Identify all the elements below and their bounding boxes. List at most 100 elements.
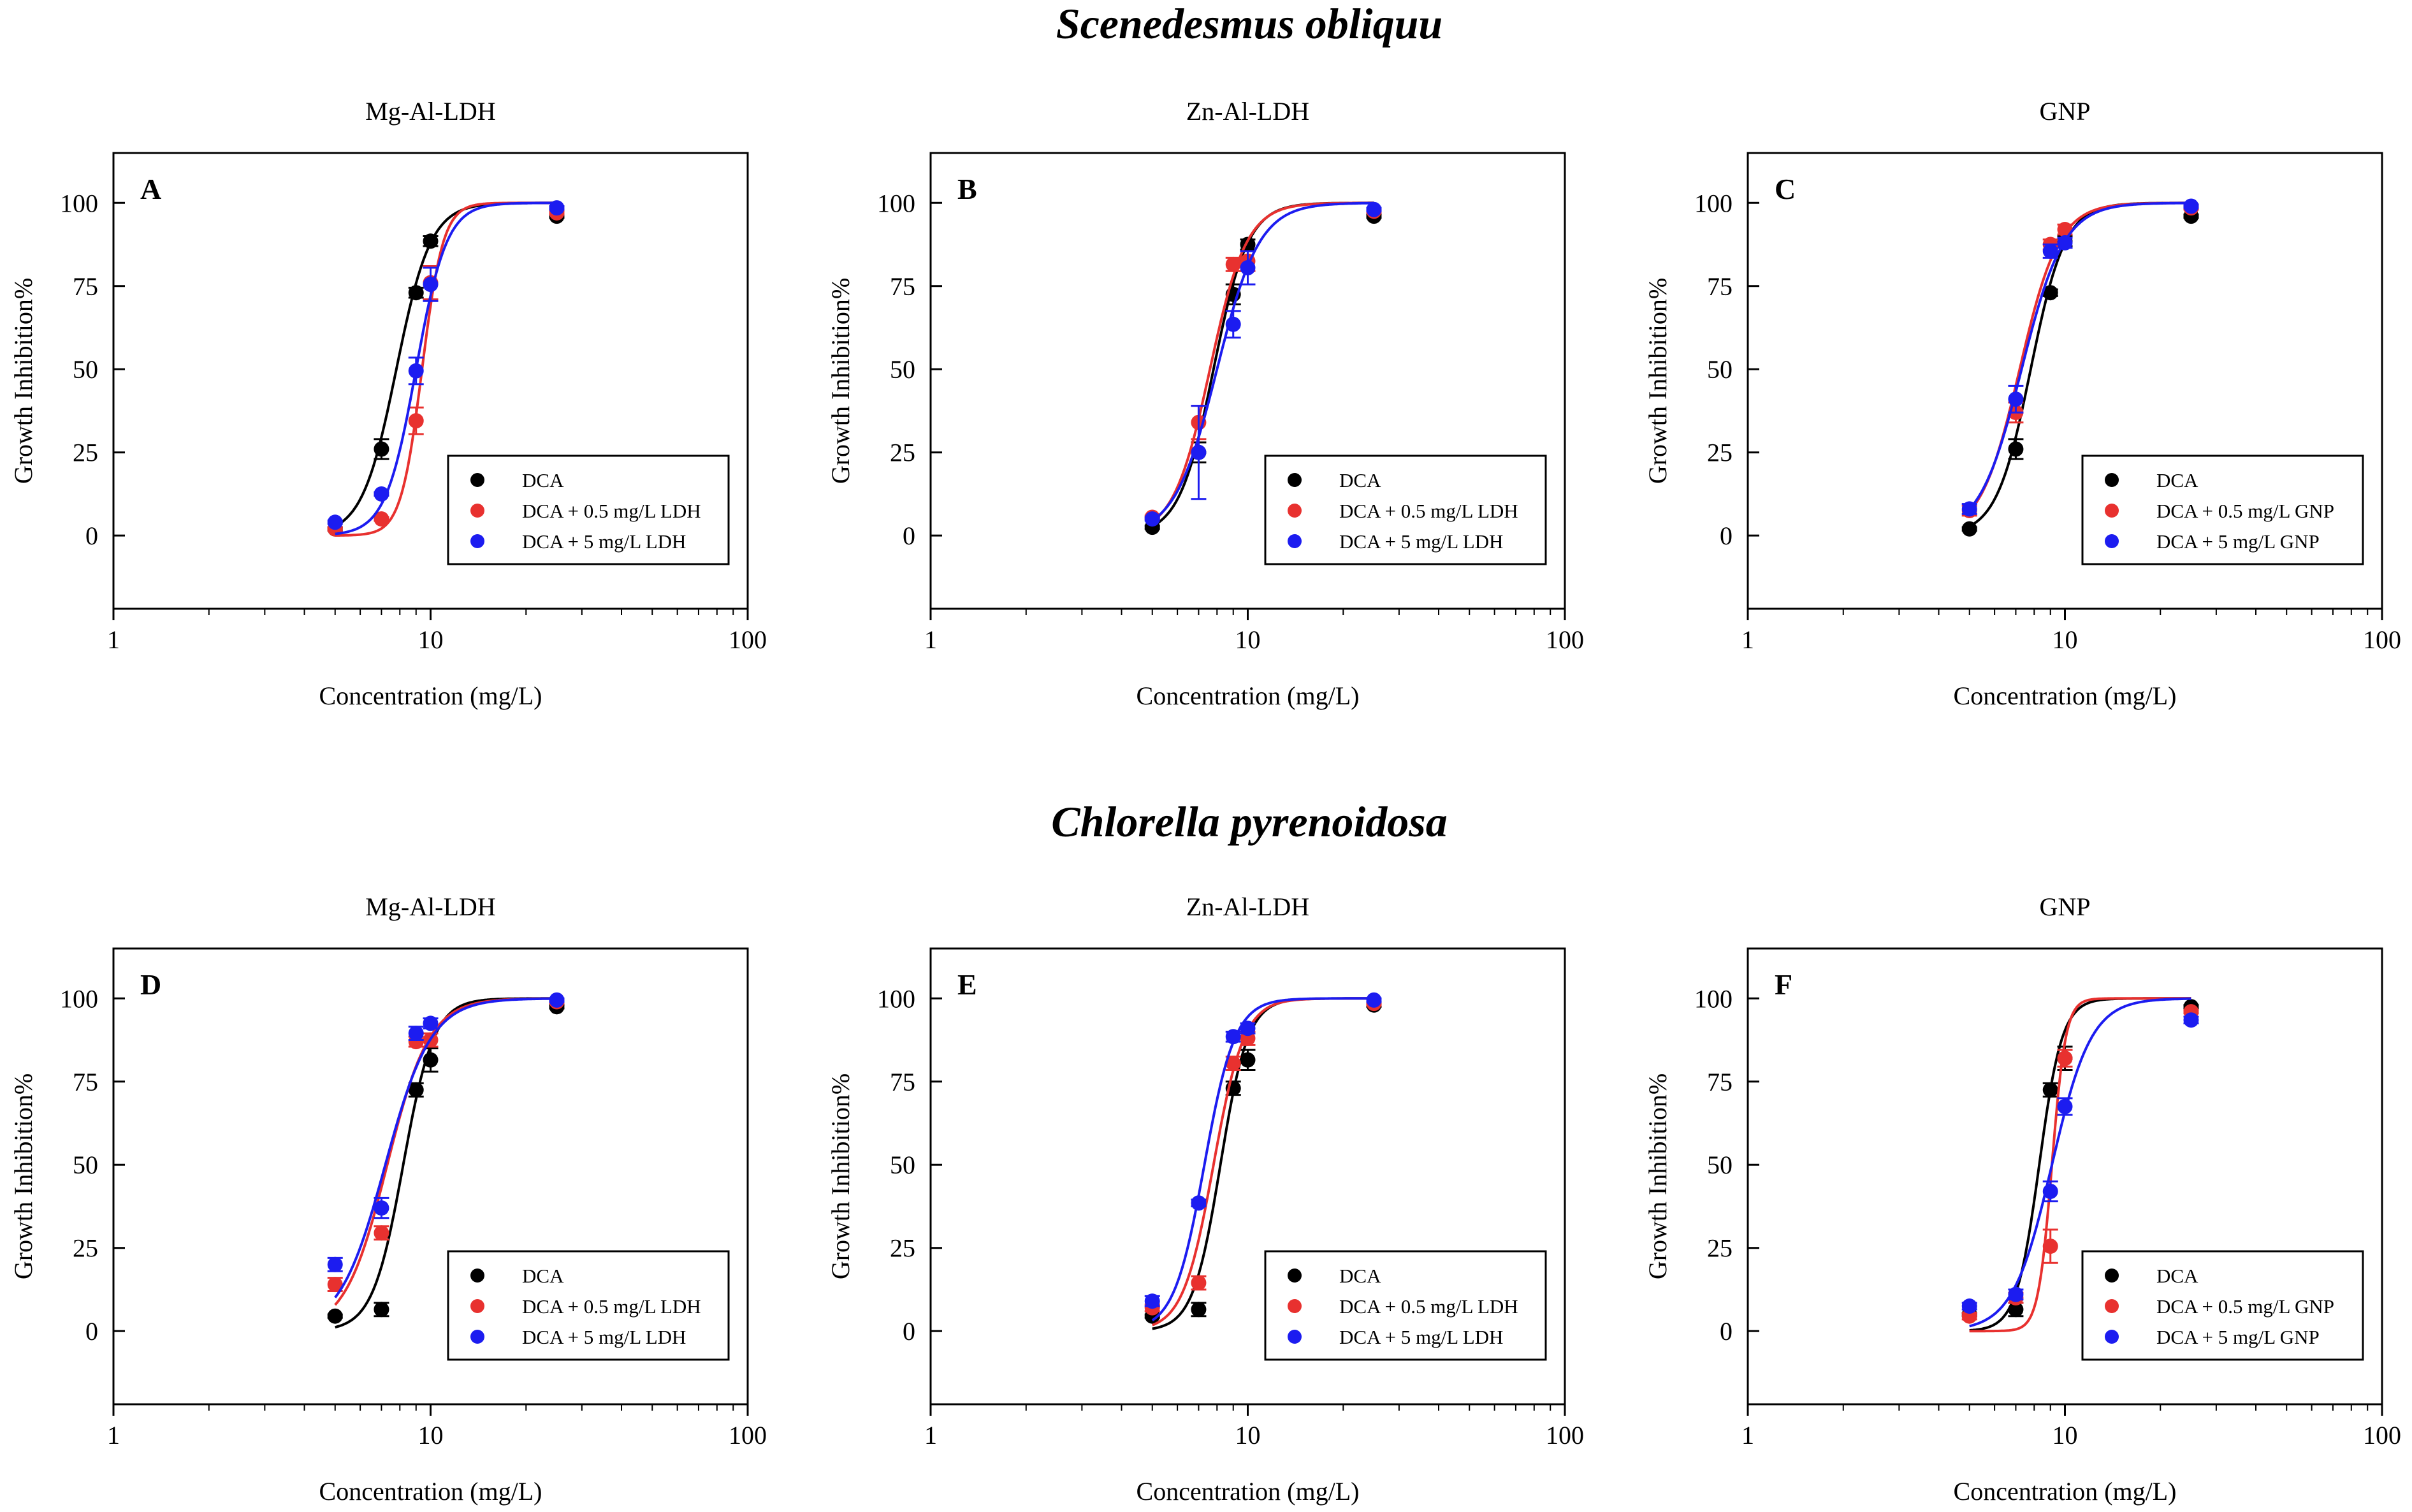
fit-curve xyxy=(1151,201,1374,522)
y-axis-label: Growth Inhibition% xyxy=(1643,1073,1672,1279)
data-point xyxy=(327,514,343,530)
y-tick-label: 50 xyxy=(890,355,915,384)
legend-marker xyxy=(470,473,484,487)
legend-label: DCA xyxy=(1339,1265,1381,1287)
data-point xyxy=(2008,391,2024,407)
panel-a: Mg-Al-LDH A Concentration (mg/L) Growth Inh… xyxy=(9,97,767,710)
legend-label: DCA xyxy=(522,469,564,491)
data-point xyxy=(408,285,424,301)
data-point xyxy=(374,486,389,502)
data-point xyxy=(1191,1275,1207,1291)
y-axis-label: Growth Inhibition% xyxy=(826,1073,855,1279)
data-point xyxy=(408,413,424,429)
panel-title: Zn-Al-LDH xyxy=(1186,892,1309,921)
legend-marker xyxy=(470,534,484,548)
data-point xyxy=(2057,1050,2073,1066)
panel-letter: F xyxy=(1775,968,1792,1001)
panel-c: GNP C Concentration (mg/L) Growth Inhibitio… xyxy=(1643,97,2401,710)
x-tick-label: 100 xyxy=(729,1421,767,1450)
x-tick-label: 1 xyxy=(1741,1421,1754,1450)
legend-label: DCA + 5 mg/L LDH xyxy=(1339,1326,1503,1348)
panel-b: Zn-Al-LDH B Concentration (mg/L) Growth Inh… xyxy=(826,97,1584,710)
panel-d: Mg-Al-LDH D Concentration (mg/L) Growth Inh… xyxy=(9,892,767,1506)
y-tick-label: 50 xyxy=(1707,355,1733,384)
y-tick-label: 0 xyxy=(903,1317,915,1346)
x-tick-label: 1 xyxy=(1741,625,1754,654)
data-point xyxy=(2042,1239,2058,1254)
legend: DCA DCA + 0.5 mg/L LDH DCA + 5 mg/L LDH xyxy=(447,1250,730,1361)
y-tick-label: 75 xyxy=(1707,1068,1733,1096)
x-tick-label: 10 xyxy=(1235,625,1261,654)
legend-box xyxy=(447,454,730,565)
panel-letter: D xyxy=(140,968,161,1001)
legend-box xyxy=(1264,454,1547,565)
data-point xyxy=(408,1026,424,1042)
x-axis-label: Concentration (mg/L) xyxy=(1954,681,2177,710)
panel-title: GNP xyxy=(2039,97,2090,126)
legend-marker xyxy=(470,1299,484,1313)
data-point xyxy=(2057,235,2073,251)
data-point xyxy=(423,277,439,293)
legend-marker xyxy=(2105,504,2119,518)
fit-curve xyxy=(1969,997,2191,1328)
data-point xyxy=(423,1015,439,1031)
data-point xyxy=(1144,511,1160,527)
data-point xyxy=(2042,1183,2058,1199)
legend-label: DCA xyxy=(2156,469,2198,491)
y-tick-label: 25 xyxy=(73,439,98,467)
fit-curve xyxy=(334,997,557,1298)
data-point xyxy=(374,441,389,457)
x-tick-label: 100 xyxy=(1546,1421,1584,1450)
y-tick-label: 50 xyxy=(890,1151,915,1179)
legend-label: DCA + 5 mg/L LDH xyxy=(522,530,686,553)
legend-label: DCA xyxy=(522,1265,564,1287)
panel-title: Zn-Al-LDH xyxy=(1186,97,1309,126)
data-point xyxy=(1240,260,1256,276)
legend: DCA DCA + 0.5 mg/L LDH DCA + 5 mg/L LDH xyxy=(1264,1250,1547,1361)
data-point xyxy=(1961,521,1977,537)
data-point xyxy=(2042,285,2058,301)
legend: DCA DCA + 0.5 mg/L GNP DCA + 5 mg/L GNP xyxy=(2081,1250,2364,1361)
data-point xyxy=(327,1256,343,1272)
data-point xyxy=(2057,1098,2073,1114)
y-tick-label: 75 xyxy=(890,1068,915,1096)
data-point xyxy=(2183,1012,2199,1028)
data-point xyxy=(423,233,439,249)
x-tick-label: 10 xyxy=(418,625,444,654)
data-point xyxy=(2183,198,2199,214)
data-point xyxy=(2042,243,2058,259)
y-tick-label: 75 xyxy=(73,1068,98,1096)
x-tick-label: 1 xyxy=(924,625,937,654)
data-point xyxy=(374,1200,389,1216)
legend: DCA DCA + 0.5 mg/L LDH DCA + 5 mg/L LDH xyxy=(447,454,730,565)
legend-marker xyxy=(470,504,484,518)
legend-label: DCA xyxy=(2156,1265,2198,1287)
y-tick-label: 100 xyxy=(1694,984,1733,1013)
x-axis-label: Concentration (mg/L) xyxy=(1954,1477,2177,1506)
y-axis-label: Growth Inhibition% xyxy=(9,278,38,484)
legend-label: DCA + 0.5 mg/L LDH xyxy=(522,1295,701,1318)
data-point xyxy=(2042,1082,2058,1098)
fit-curve xyxy=(1969,997,2191,1333)
x-tick-label: 10 xyxy=(2052,1421,2078,1450)
data-point xyxy=(374,1225,389,1241)
x-axis-label: Concentration (mg/L) xyxy=(1137,681,1360,710)
y-tick-label: 0 xyxy=(85,1317,98,1346)
panel-letter: A xyxy=(140,173,161,205)
legend-marker xyxy=(1288,534,1302,548)
legend-marker xyxy=(2105,534,2119,548)
x-tick-label: 100 xyxy=(2363,625,2401,654)
legend-marker xyxy=(1288,1330,1302,1344)
y-tick-label: 0 xyxy=(85,521,98,550)
y-tick-label: 100 xyxy=(60,984,98,1013)
data-point xyxy=(1225,256,1241,272)
legend-box xyxy=(1264,1250,1547,1361)
row-title-bottom: Chlorella pyrenoidosa xyxy=(1051,797,1448,846)
panel-letter: E xyxy=(957,968,977,1001)
legend-box xyxy=(2081,1250,2364,1361)
data-point xyxy=(2008,1302,2024,1318)
y-tick-label: 50 xyxy=(73,1151,98,1179)
series-2 xyxy=(1961,198,2199,517)
data-point xyxy=(1961,501,1977,517)
